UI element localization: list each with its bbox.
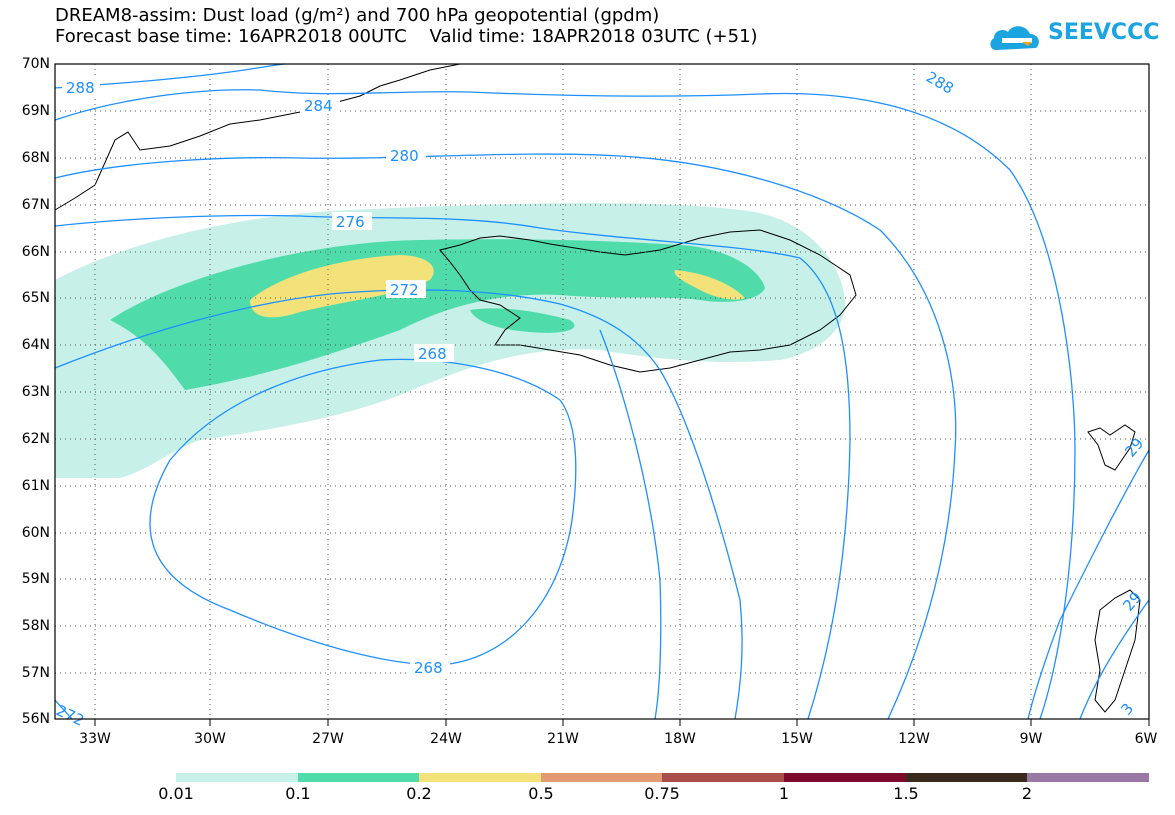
contour-labels: 288 284 280 276 272 268 268 288 272 29 2… <box>53 68 1147 730</box>
map-subtitle: Forecast base time: 16APR2018 00UTC Vali… <box>55 26 758 47</box>
contour-label: 272 <box>390 281 419 299</box>
dust-load-field <box>55 203 846 479</box>
contour-272 <box>54 289 743 720</box>
lat-label: 57N <box>21 665 50 681</box>
colorbar-swatch <box>662 773 784 782</box>
greenland-coast <box>54 63 461 211</box>
lat-label: 64N <box>21 337 50 353</box>
coastlines <box>54 63 1141 713</box>
contour-label: 280 <box>390 147 419 165</box>
iceland-coast <box>439 229 857 373</box>
lon-label: 15W <box>781 731 813 747</box>
norway-coast <box>1094 589 1141 713</box>
colorbar-swatch <box>1027 773 1149 782</box>
dust-level-02b <box>674 270 745 300</box>
colorbar-swatch <box>176 773 298 782</box>
plot-frame <box>54 63 1150 720</box>
lon-label: 6W <box>1134 731 1158 747</box>
contour-inner <box>599 329 662 720</box>
lat-label: 61N <box>21 478 50 494</box>
cloud-icon <box>990 26 1039 50</box>
contour-label: 276 <box>336 213 365 231</box>
contour-284 <box>54 89 1076 720</box>
lat-label: 65N <box>21 290 50 306</box>
dust-level-02 <box>250 255 434 318</box>
lon-label: 9W <box>1019 731 1043 747</box>
colorbar-label: 0.75 <box>644 784 680 803</box>
lat-label: 69N <box>21 103 50 119</box>
faroe-coast <box>1087 424 1136 471</box>
lat-label: 62N <box>21 431 50 447</box>
lat-label: 67N <box>21 197 50 213</box>
dust-level-01b <box>470 308 575 333</box>
lat-label: 63N <box>21 384 50 400</box>
colorbar <box>176 773 1149 782</box>
colorbar-label: 0.1 <box>285 784 311 803</box>
ticks <box>94 719 1150 726</box>
contour-280 <box>54 153 957 720</box>
graticule <box>55 64 1149 719</box>
colorbar-label: 0.01 <box>158 784 194 803</box>
colorbar-swatch <box>419 773 541 782</box>
contour-272-south <box>54 699 73 720</box>
colorbar-label: 2 <box>1021 784 1033 803</box>
contour-label: 288 <box>66 79 95 97</box>
dust-level-01 <box>110 239 765 390</box>
lat-label: 68N <box>21 150 50 166</box>
lon-label: 27W <box>312 731 344 747</box>
colorbar-swatch <box>298 773 419 782</box>
colorbar-label: 0.5 <box>528 784 554 803</box>
map-title: DREAM8-assim: Dust load (g/m²) and 700 h… <box>55 5 660 26</box>
contour-east-2 <box>1079 599 1150 720</box>
lon-label: 30W <box>194 731 226 747</box>
colorbar-swatch <box>784 773 906 782</box>
lon-label: 21W <box>547 731 579 747</box>
contour-east-1 <box>1027 449 1150 720</box>
lat-label: 56N <box>21 711 50 727</box>
contour-label: 268 <box>414 659 443 677</box>
lon-label: 24W <box>430 731 462 747</box>
lat-label: 70N <box>21 56 50 72</box>
lat-label: 59N <box>21 571 50 587</box>
colorbar-label: 0.2 <box>406 784 432 803</box>
lat-label: 58N <box>21 618 50 634</box>
colorbar-swatch <box>906 773 1027 782</box>
lat-label: 60N <box>21 525 50 541</box>
lat-label: 66N <box>21 244 50 260</box>
geopotential-contours <box>54 63 1150 720</box>
colorbar-label: 1.5 <box>893 784 919 803</box>
logo-text: SEEVCCC <box>1048 20 1160 45</box>
lon-label: 18W <box>664 731 696 747</box>
contour-label: 268 <box>418 345 447 363</box>
contour-276 <box>54 214 851 720</box>
colorbar-label: 1 <box>778 784 790 803</box>
lon-label: 33W <box>79 731 111 747</box>
colorbar-swatch <box>541 773 662 782</box>
lon-label: 12W <box>898 731 930 747</box>
contour-label: 284 <box>304 97 333 115</box>
